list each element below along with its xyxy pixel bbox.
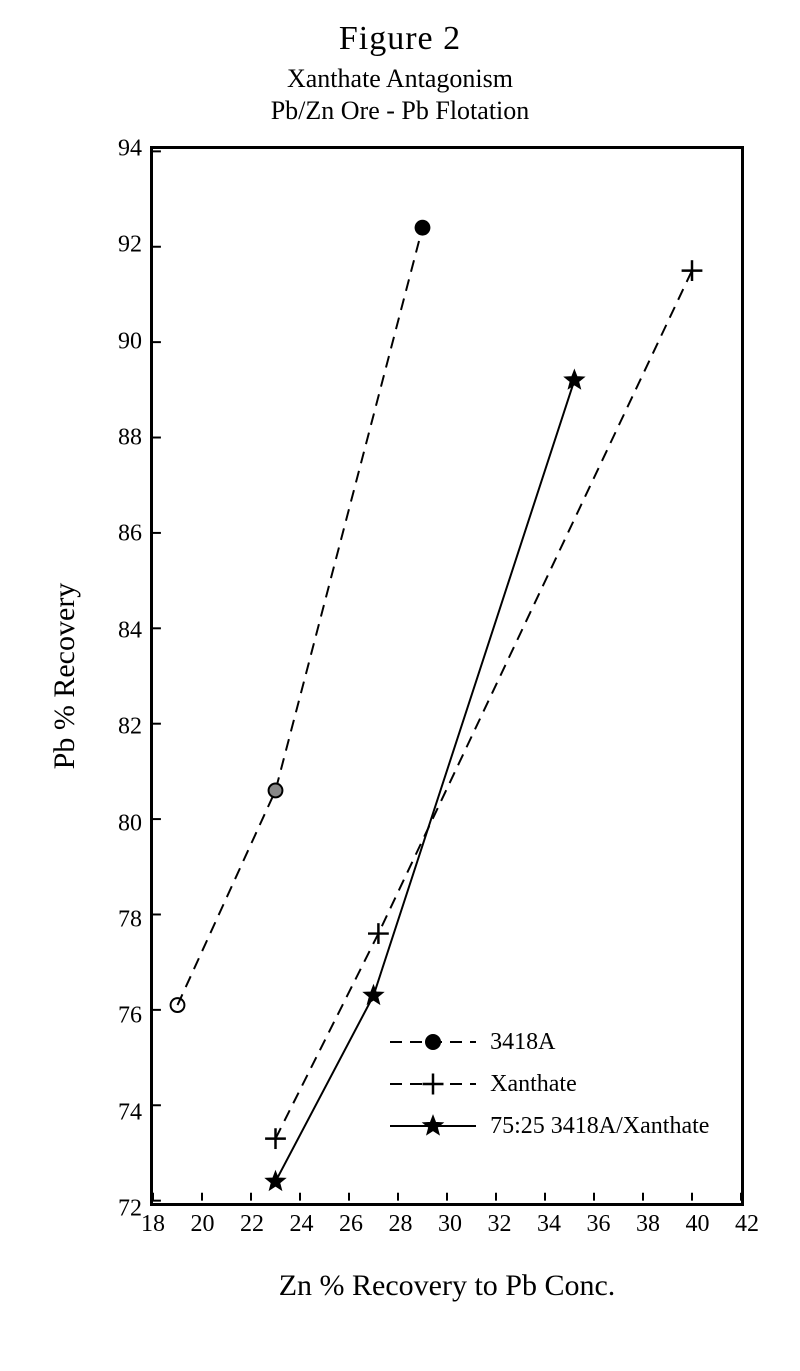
legend-swatch: [388, 1027, 478, 1057]
subtitle-2: Pb/Zn Ore - Pb Flotation: [0, 96, 800, 126]
figure-title: Figure 2: [0, 20, 800, 58]
subtitle-1: Xanthate Antagonism: [0, 64, 800, 94]
y-tick-labels: 727476788082848688909294: [93, 149, 148, 1203]
y-tick-label: 92: [118, 232, 142, 259]
x-tick-label: 22: [240, 1211, 264, 1238]
y-tick-label: 72: [118, 1196, 142, 1223]
y-tick-label: 90: [118, 328, 142, 355]
plot-area: 727476788082848688909294 182022242628303…: [150, 146, 744, 1206]
x-tick-label: 42: [735, 1211, 759, 1238]
y-tick-label: 80: [118, 810, 142, 837]
legend: 3418A Xanthate 75:25 3418A/Xanthate: [388, 1021, 709, 1147]
legend-label: 75:25 3418A/Xanthate: [490, 1113, 709, 1140]
legend-row: 75:25 3418A/Xanthate: [388, 1105, 709, 1147]
x-tick-label: 28: [389, 1211, 413, 1238]
x-axis-label: Zn % Recovery to Pb Conc.: [279, 1269, 616, 1303]
legend-row: Xanthate: [388, 1063, 709, 1105]
legend-label: Xanthate: [490, 1071, 577, 1098]
legend-swatch: [388, 1111, 478, 1141]
x-tick-label: 32: [488, 1211, 512, 1238]
x-tick-labels: 18202224262830323436384042: [153, 1211, 741, 1241]
x-tick-label: 38: [636, 1211, 660, 1238]
x-tick-label: 18: [141, 1211, 165, 1238]
chart: 727476788082848688909294 182022242628303…: [40, 146, 760, 1206]
x-tick-label: 34: [537, 1211, 561, 1238]
x-tick-label: 20: [191, 1211, 215, 1238]
y-tick-label: 74: [118, 1099, 142, 1126]
legend-label: 3418A: [490, 1029, 555, 1056]
x-tick-label: 30: [438, 1211, 462, 1238]
series-3418A: [171, 221, 430, 1012]
x-tick-label: 36: [587, 1211, 611, 1238]
x-tick-label: 40: [686, 1211, 710, 1238]
series-Xanthate: [265, 260, 702, 1149]
legend-swatch: [388, 1069, 478, 1099]
legend-row: 3418A: [388, 1021, 709, 1063]
y-tick-label: 76: [118, 1003, 142, 1030]
title-block: Figure 2 Xanthate Antagonism Pb/Zn Ore -…: [0, 0, 800, 126]
x-tick-label: 24: [290, 1211, 314, 1238]
y-axis-label: Pb % Recovery: [48, 583, 82, 770]
y-tick-label: 88: [118, 425, 142, 452]
y-tick-label: 86: [118, 521, 142, 548]
y-tick-label: 78: [118, 906, 142, 933]
x-tick-label: 26: [339, 1211, 363, 1238]
y-tick-label: 82: [118, 714, 142, 741]
y-tick-label: 94: [118, 136, 142, 163]
y-tick-label: 84: [118, 617, 142, 644]
